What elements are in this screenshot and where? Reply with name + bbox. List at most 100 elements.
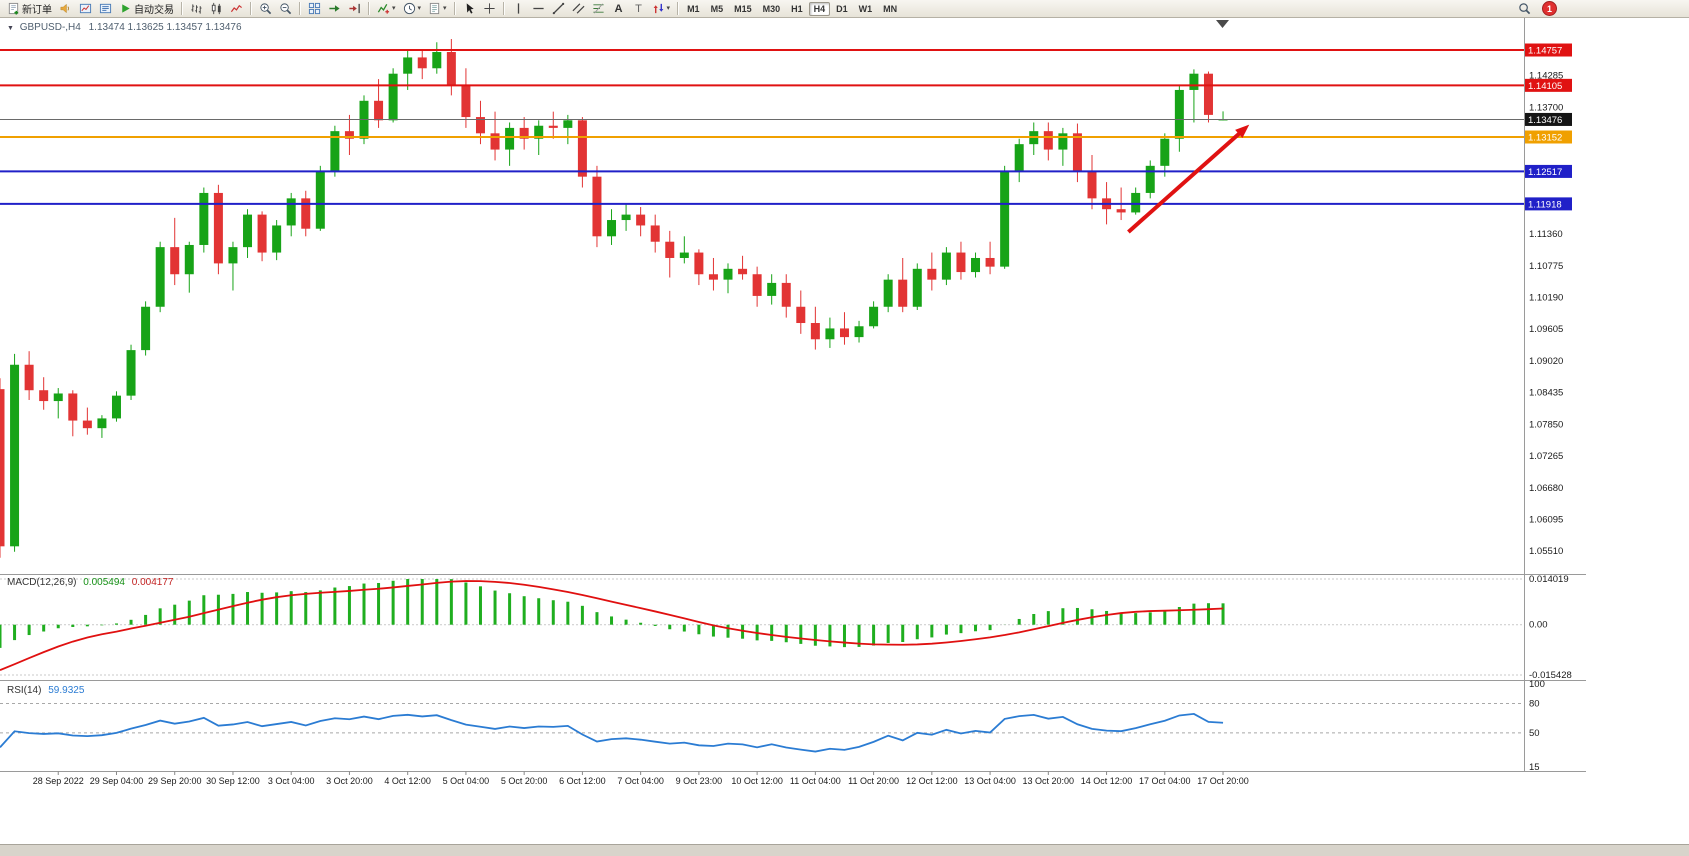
svg-text:29 Sep 20:00: 29 Sep 20:00 xyxy=(148,776,202,786)
macd-pane: 0.014019 0.00 -0.015428 xyxy=(0,574,1572,681)
svg-text:100: 100 xyxy=(1529,679,1545,690)
timeframe-M30[interactable]: M30 xyxy=(758,2,786,16)
svg-text:1.07265: 1.07265 xyxy=(1529,451,1563,462)
timeframe-D1[interactable]: D1 xyxy=(831,2,853,16)
svg-text:12 Oct 12:00: 12 Oct 12:00 xyxy=(906,776,958,786)
fibonacci-icon[interactable] xyxy=(589,1,608,17)
toolbar-items: 新订单 自动交易 ▾ ▾ ▾ ▾ xyxy=(4,1,682,17)
svg-text:1.14105: 1.14105 xyxy=(1528,81,1562,92)
timeframe-M1[interactable]: M1 xyxy=(682,2,705,16)
notification-badge[interactable]: 1 xyxy=(1542,1,1557,16)
svg-text:1.08435: 1.08435 xyxy=(1529,388,1563,399)
svg-text:7 Oct 04:00: 7 Oct 04:00 xyxy=(617,776,664,786)
svg-text:1.06680: 1.06680 xyxy=(1529,483,1563,494)
timeframe-MN[interactable]: MN xyxy=(878,2,902,16)
text-icon[interactable] xyxy=(609,1,628,17)
zoom-out-icon[interactable] xyxy=(276,1,295,17)
svg-text:1.13700: 1.13700 xyxy=(1529,102,1563,113)
toolbar-right: 1 xyxy=(1515,1,1685,17)
chart-canvas[interactable]: 1.14285 1.13700 1.11360 1.10775 1.10190 1.096… xyxy=(0,18,1689,844)
svg-text:1.07850: 1.07850 xyxy=(1529,419,1563,430)
candlestick-series xyxy=(0,39,1228,558)
candlestick-icon[interactable] xyxy=(207,1,226,17)
chevron-down-icon: ▾ xyxy=(392,4,396,12)
horizontal-line-objects[interactable] xyxy=(0,49,1524,205)
auto-scroll-icon[interactable] xyxy=(325,1,344,17)
svg-text:1.10775: 1.10775 xyxy=(1529,261,1563,272)
svg-text:5 Oct 20:00: 5 Oct 20:00 xyxy=(501,776,548,786)
svg-text:1.10190: 1.10190 xyxy=(1529,293,1563,304)
cursor-icon[interactable] xyxy=(460,1,479,17)
rsi-pane: 100 80 50 15 xyxy=(0,679,1545,773)
toolbar-separator xyxy=(368,2,370,15)
svg-text:0.00: 0.00 xyxy=(1529,620,1548,631)
window-bottom-strip xyxy=(0,844,1689,856)
svg-text:11 Oct 20:00: 11 Oct 20:00 xyxy=(848,776,899,786)
chart-shift-icon[interactable] xyxy=(345,1,364,17)
toolbar-separator xyxy=(453,2,456,15)
svg-text:1.11360: 1.11360 xyxy=(1529,229,1563,240)
new-order-icon-label: 新订单 xyxy=(22,5,52,16)
new-order-icon[interactable]: 新订单 xyxy=(4,1,55,17)
line-chart-icon[interactable] xyxy=(227,1,246,17)
chart-window: 1.14285 1.13700 1.11360 1.10775 1.10190 1.096… xyxy=(0,18,1689,844)
svg-text:5 Oct 04:00: 5 Oct 04:00 xyxy=(443,776,490,786)
timeframe-H4[interactable]: H4 xyxy=(808,1,831,16)
svg-text:10 Oct 12:00: 10 Oct 12:00 xyxy=(731,776,783,786)
svg-text:17 Oct 04:00: 17 Oct 04:00 xyxy=(1139,776,1191,786)
channel-icon[interactable] xyxy=(569,1,588,17)
time-axis[interactable]: 28 Sep 2022 29 Sep 04:00 29 Sep 20:00 30 Se… xyxy=(33,771,1249,787)
autotrading-icon[interactable]: 自动交易 xyxy=(116,1,177,17)
svg-text:1.12517: 1.12517 xyxy=(1528,167,1562,178)
svg-text:13 Oct 04:00: 13 Oct 04:00 xyxy=(964,776,1016,786)
timeframe-M5[interactable]: M5 xyxy=(706,2,729,16)
svg-text:1.14757: 1.14757 xyxy=(1528,46,1562,57)
tile-windows-icon[interactable] xyxy=(305,1,324,17)
label-icon[interactable] xyxy=(629,1,648,17)
timeframe-H1[interactable]: H1 xyxy=(786,2,808,16)
vline-icon[interactable] xyxy=(509,1,528,17)
svg-text:6 Oct 12:00: 6 Oct 12:00 xyxy=(559,776,606,786)
period-icon[interactable]: ▾ xyxy=(400,1,425,17)
trendline-icon[interactable] xyxy=(549,1,568,17)
svg-text:29 Sep 04:00: 29 Sep 04:00 xyxy=(90,776,144,786)
toolbar-separator xyxy=(299,2,301,15)
timeframe-M15[interactable]: M15 xyxy=(729,2,757,16)
trend-arrow[interactable] xyxy=(1127,124,1250,234)
svg-text:0.014019: 0.014019 xyxy=(1529,574,1569,585)
chart-shift-marker xyxy=(1216,20,1229,28)
data-window-icon[interactable] xyxy=(96,1,115,17)
svg-text:15: 15 xyxy=(1529,762,1540,773)
svg-text:13 Oct 20:00: 13 Oct 20:00 xyxy=(1023,776,1075,786)
svg-text:1.13476: 1.13476 xyxy=(1528,115,1562,126)
toolbar: 新订单 自动交易 ▾ ▾ ▾ ▾ M1 M5 M15 M30 H1 H4 D1 W1 MN 1 xyxy=(0,0,1689,18)
market-watch-icon[interactable] xyxy=(76,1,95,17)
svg-text:1.11918: 1.11918 xyxy=(1528,199,1562,210)
svg-text:80: 80 xyxy=(1529,699,1540,710)
chevron-down-icon: ▾ xyxy=(417,4,422,12)
zoom-in-icon[interactable] xyxy=(256,1,275,17)
hline-icon[interactable] xyxy=(529,1,548,17)
autotrading-icon-label: 自动交易 xyxy=(134,5,174,16)
sound-icon[interactable] xyxy=(56,1,75,17)
chevron-down-icon: ▾ xyxy=(443,4,447,12)
svg-text:3 Oct 20:00: 3 Oct 20:00 xyxy=(326,776,373,786)
price-axis[interactable]: 1.14285 1.13700 1.11360 1.10775 1.10190 1.096… xyxy=(1529,71,1563,558)
svg-text:1.09020: 1.09020 xyxy=(1529,356,1563,367)
toolbar-separator xyxy=(250,2,252,15)
template-icon[interactable]: ▾ xyxy=(425,1,450,17)
timeframe-W1[interactable]: W1 xyxy=(854,2,878,16)
svg-text:50: 50 xyxy=(1529,728,1540,739)
svg-text:-0.015428: -0.015428 xyxy=(1529,670,1572,681)
crosshair-icon[interactable] xyxy=(480,1,499,17)
toolbar-separator xyxy=(502,2,505,15)
search-icon[interactable] xyxy=(1515,1,1534,17)
svg-text:1.09605: 1.09605 xyxy=(1529,324,1563,335)
arrows-icon[interactable]: ▾ xyxy=(649,1,674,17)
toolbar-separator xyxy=(181,2,183,15)
bar-chart-icon[interactable] xyxy=(187,1,206,17)
indicators-icon[interactable]: ▾ xyxy=(374,1,399,17)
svg-text:14 Oct 12:00: 14 Oct 12:00 xyxy=(1081,776,1133,786)
svg-text:11 Oct 04:00: 11 Oct 04:00 xyxy=(790,776,841,786)
svg-text:1.06095: 1.06095 xyxy=(1529,514,1563,525)
